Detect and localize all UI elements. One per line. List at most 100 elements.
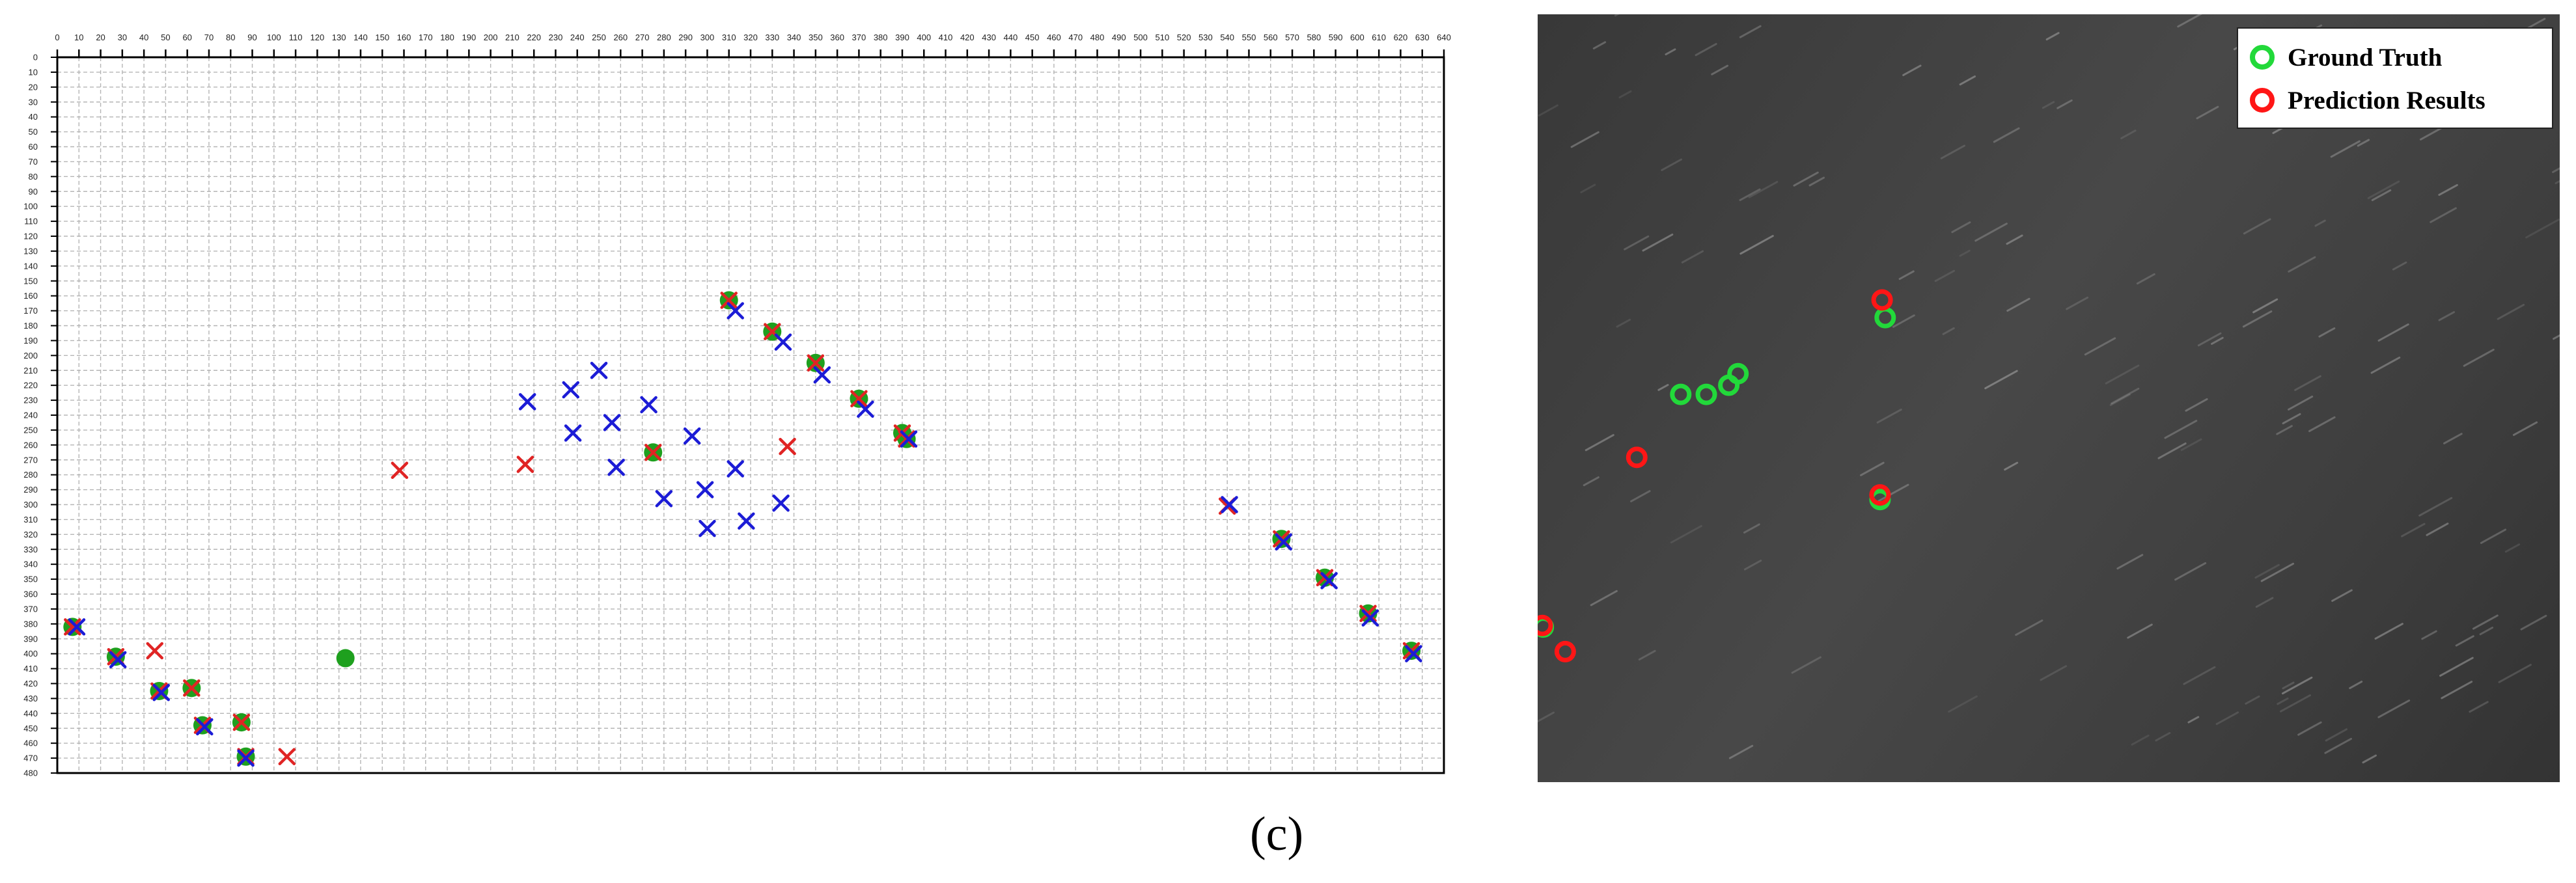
star-streak: [2105, 364, 2140, 385]
detection-image-panel: Ground Truth Prediction Results: [1538, 14, 2560, 782]
star-streak: [2377, 323, 2409, 342]
x-tick-label: 260: [613, 33, 628, 42]
x-tick-label: 370: [852, 33, 866, 42]
star-streak: [1538, 104, 1558, 117]
y-tick-label: 110: [24, 217, 38, 226]
y-tick-label: 130: [23, 246, 38, 256]
star-streak: [1984, 370, 2018, 390]
star-streak: [2552, 167, 2560, 173]
y-tick-label: 420: [23, 679, 38, 688]
red-x-point: [232, 713, 251, 731]
y-tick-label: 260: [23, 440, 38, 450]
star-streak: [2504, 543, 2521, 553]
y-axis: 0 10 20 30 40 50 60 70 80 90 100 110 120 130 140 150 160…: [23, 53, 57, 778]
x-tick-label: 160: [397, 33, 411, 42]
star-streak: [2325, 728, 2347, 742]
x-tick-label: 490: [1112, 33, 1126, 42]
x-tick-label: 250: [592, 33, 606, 42]
star-streak: [2418, 496, 2453, 517]
star-streak: [1959, 75, 1976, 86]
x-tick-label: 80: [226, 33, 235, 42]
star-streak: [2015, 619, 2043, 636]
y-tick-label: 50: [29, 127, 38, 137]
star-streak: [1728, 744, 1754, 759]
star-streak: [2136, 273, 2155, 285]
blue-x-series: [68, 302, 1422, 767]
star-streak: [2164, 420, 2198, 439]
green-dot-point: [336, 649, 355, 668]
green-ring-marker: [1874, 306, 1896, 329]
star-streak: [2463, 348, 2495, 367]
x-tick-label: 180: [440, 33, 454, 42]
x-tick-label: 590: [1329, 33, 1343, 42]
legend-label-prediction: Prediction Results: [2288, 86, 2486, 115]
y-tick-label: 440: [23, 709, 38, 718]
x-tick-label: 610: [1372, 33, 1386, 42]
ground-truth-ring-icon: [2250, 45, 2275, 70]
grid-scatter-chart: 0 10 20 30 40 50 60 70 80 90 100 110 120 130 140 150 160…: [23, 33, 1451, 778]
x-tick-label: 620: [1394, 33, 1408, 42]
star-streak: [2421, 630, 2437, 640]
x-tick-label: 470: [1068, 33, 1083, 42]
x-tick-label: 270: [635, 33, 650, 42]
red-x-point: [146, 642, 164, 660]
star-streak: [1661, 158, 1683, 171]
x-tick-label: 580: [1307, 33, 1321, 42]
x-tick-label: 540: [1220, 33, 1234, 42]
star-streak: [2245, 695, 2260, 705]
star-streak: [1902, 64, 1922, 76]
star-streak: [2370, 357, 2401, 374]
star-streak: [2455, 635, 2474, 647]
star-streak: [2401, 523, 2426, 537]
x-tick-label: 500: [1133, 33, 1148, 42]
blue-x-point: [1320, 572, 1338, 590]
star-streak: [2314, 219, 2326, 227]
star-streak: [2377, 700, 2411, 718]
star-streak: [1860, 461, 1885, 476]
red-x-point: [850, 390, 868, 408]
star-streak: [1570, 131, 1600, 148]
legend: Ground Truth Prediction Results: [2237, 27, 2553, 129]
star-streak: [2187, 716, 2200, 724]
x-tick-label: 550: [1242, 33, 1256, 42]
star-streak: [2282, 681, 2295, 690]
x-tick-label: 140: [353, 33, 368, 42]
blue-x-point: [772, 494, 790, 512]
star-streak: [2057, 99, 2073, 109]
y-tick-label: 190: [23, 336, 38, 346]
star-streak: [2497, 303, 2525, 320]
x-tick-label: 0: [55, 33, 59, 42]
star-streak: [1743, 523, 1760, 534]
star-streak: [2185, 398, 2208, 412]
star-streak: [2439, 657, 2474, 677]
star-streak: [1670, 524, 1702, 544]
red-x-point: [391, 461, 409, 480]
star-streak: [2553, 334, 2560, 340]
red-ring-marker: [1626, 446, 1648, 469]
x-tick-label: 170: [419, 33, 433, 42]
y-tick-label: 80: [29, 172, 38, 182]
y-tick-label: 300: [23, 500, 38, 509]
red-x-point: [720, 292, 738, 309]
y-tick-label: 350: [23, 575, 38, 584]
x-tick-label: 310: [722, 33, 736, 42]
star-streak: [1876, 409, 1902, 424]
star-streak: [1877, 483, 1909, 502]
star-streak: [2111, 387, 2140, 405]
star-streak: [1624, 235, 1650, 251]
x-tick-label: 510: [1155, 33, 1169, 42]
blue-x-point: [1361, 609, 1379, 627]
star-streak: [2243, 218, 2271, 235]
star-streak: [1743, 560, 1762, 571]
star-streak: [2472, 614, 2499, 630]
x-tick-label: 440: [1004, 33, 1018, 42]
star-streak: [2438, 311, 2456, 321]
blue-x-point: [562, 381, 580, 399]
y-tick-label: 400: [23, 649, 38, 659]
star-streak: [2374, 623, 2403, 640]
y-tick-label: 220: [23, 381, 38, 390]
y-tick-label: 30: [29, 97, 38, 107]
x-tick-label: 300: [700, 33, 715, 42]
y-tick-label: 120: [23, 232, 38, 241]
star-streak: [2196, 105, 2219, 120]
